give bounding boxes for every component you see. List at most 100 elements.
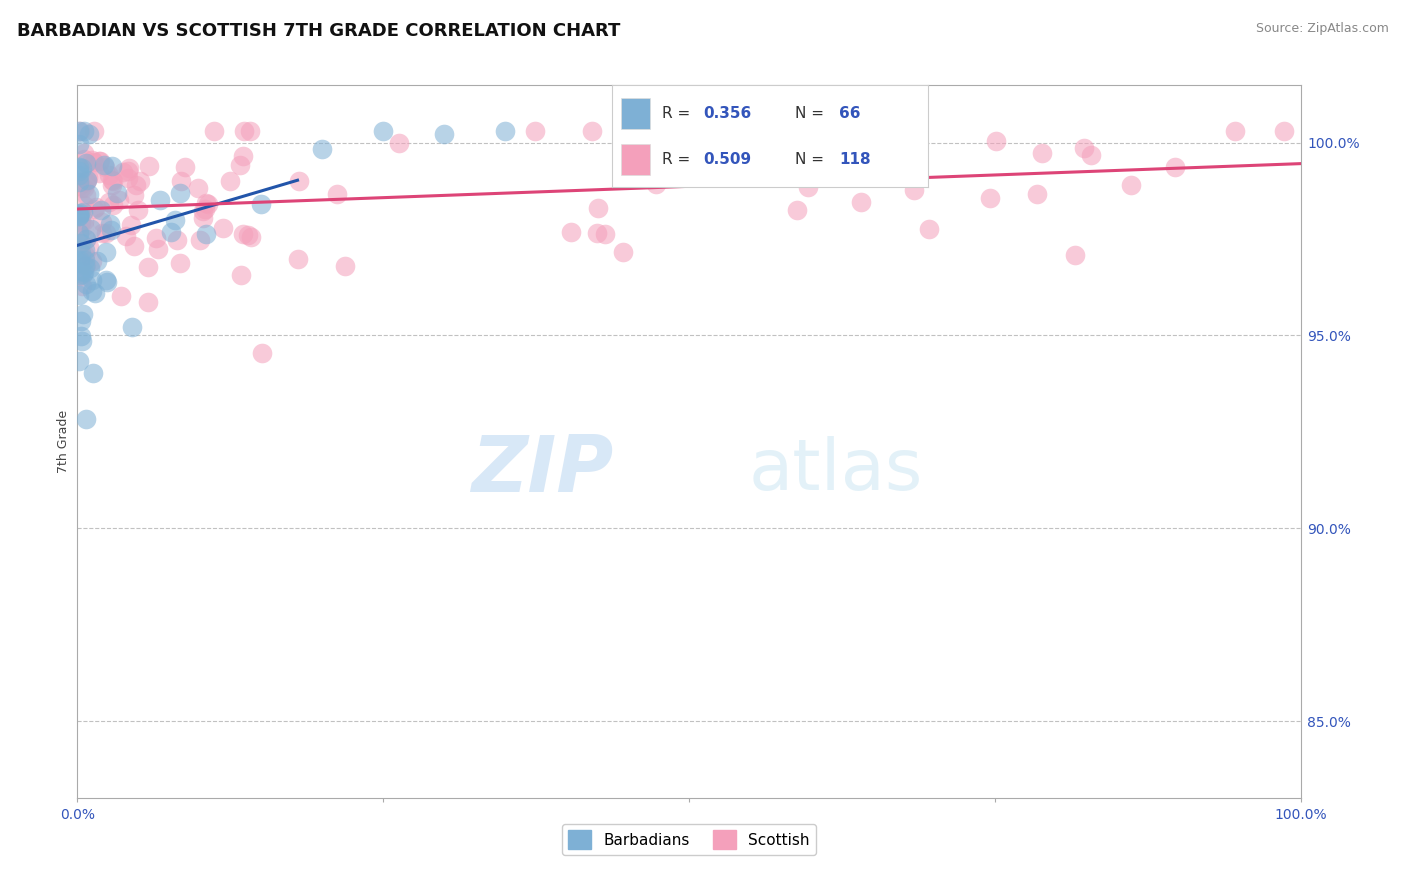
Point xyxy=(69,206,91,220)
Point xyxy=(1223,124,1246,138)
Point xyxy=(67,354,90,368)
Point xyxy=(105,186,128,201)
Point xyxy=(232,227,254,242)
Bar xyxy=(621,98,650,128)
Point xyxy=(67,209,90,223)
Point xyxy=(786,202,808,217)
Point xyxy=(72,308,94,322)
Point xyxy=(90,203,112,218)
Point xyxy=(111,165,134,179)
Point xyxy=(73,252,96,267)
Text: 0.509: 0.509 xyxy=(703,153,751,167)
Point xyxy=(218,174,240,188)
Point xyxy=(311,142,333,156)
Point xyxy=(77,127,100,141)
Point xyxy=(388,136,411,150)
Point xyxy=(236,227,259,242)
Point xyxy=(121,319,143,334)
Point xyxy=(146,242,169,256)
Text: BARBADIAN VS SCOTTISH 7TH GRADE CORRELATION CHART: BARBADIAN VS SCOTTISH 7TH GRADE CORRELAT… xyxy=(17,22,620,40)
Point xyxy=(67,137,90,152)
Point xyxy=(75,259,97,273)
Point xyxy=(624,124,647,138)
Point xyxy=(194,196,217,211)
Point xyxy=(149,193,172,207)
Point xyxy=(117,171,139,186)
Text: ZIP: ZIP xyxy=(471,433,613,508)
Point xyxy=(80,222,103,236)
Point xyxy=(101,174,124,188)
Point xyxy=(67,124,90,138)
Point xyxy=(169,186,191,200)
Point xyxy=(1031,146,1053,161)
Point xyxy=(122,188,145,202)
Point xyxy=(202,124,225,138)
Point xyxy=(735,170,758,185)
Point xyxy=(67,226,90,240)
Point xyxy=(1073,141,1095,155)
Point xyxy=(114,228,136,243)
Point xyxy=(67,227,90,241)
Point xyxy=(75,277,97,291)
Point xyxy=(588,201,610,215)
Point xyxy=(73,197,96,211)
Point xyxy=(90,215,112,229)
Point xyxy=(70,181,93,195)
Point xyxy=(191,211,214,225)
Text: atlas: atlas xyxy=(748,436,922,505)
Point xyxy=(93,158,115,172)
Point xyxy=(80,284,103,298)
Point xyxy=(76,173,98,187)
Point xyxy=(82,254,104,268)
Point xyxy=(72,279,94,293)
Point xyxy=(75,248,97,262)
Text: 66: 66 xyxy=(839,106,860,121)
Point xyxy=(70,334,93,348)
Point xyxy=(125,178,148,193)
Point xyxy=(187,180,209,194)
Point xyxy=(94,226,117,240)
Point xyxy=(240,229,263,244)
Point xyxy=(903,183,925,197)
Point xyxy=(1080,148,1102,162)
Text: N =: N = xyxy=(796,106,830,121)
Point xyxy=(73,152,96,166)
Point xyxy=(98,169,121,183)
Point xyxy=(76,173,98,187)
Point xyxy=(79,260,101,275)
Text: R =: R = xyxy=(662,106,696,121)
Point xyxy=(108,193,131,207)
Point xyxy=(75,176,97,190)
Point xyxy=(333,259,356,273)
Point xyxy=(1119,178,1142,192)
Point xyxy=(250,346,273,360)
Point xyxy=(84,200,107,214)
Point xyxy=(75,188,97,202)
Point xyxy=(170,174,193,188)
Bar xyxy=(621,145,650,175)
Point xyxy=(1164,160,1187,174)
Point xyxy=(138,159,160,173)
Point xyxy=(69,314,91,328)
Point xyxy=(70,246,93,260)
Point xyxy=(67,209,90,223)
Point xyxy=(89,153,111,168)
Point xyxy=(69,268,91,282)
Text: N =: N = xyxy=(796,153,830,167)
Point xyxy=(232,149,254,163)
Point xyxy=(96,245,118,260)
Text: Source: ZipAtlas.com: Source: ZipAtlas.com xyxy=(1256,22,1389,36)
Point xyxy=(1272,124,1295,138)
Point xyxy=(136,260,159,274)
Point xyxy=(250,197,273,211)
Point xyxy=(83,202,105,216)
Point xyxy=(67,168,90,182)
Point xyxy=(72,267,94,281)
Point xyxy=(197,196,219,211)
Point xyxy=(76,169,98,184)
Point xyxy=(90,227,112,241)
Point xyxy=(738,137,761,152)
Point xyxy=(89,166,111,180)
Point xyxy=(849,195,872,210)
Point xyxy=(560,225,582,239)
